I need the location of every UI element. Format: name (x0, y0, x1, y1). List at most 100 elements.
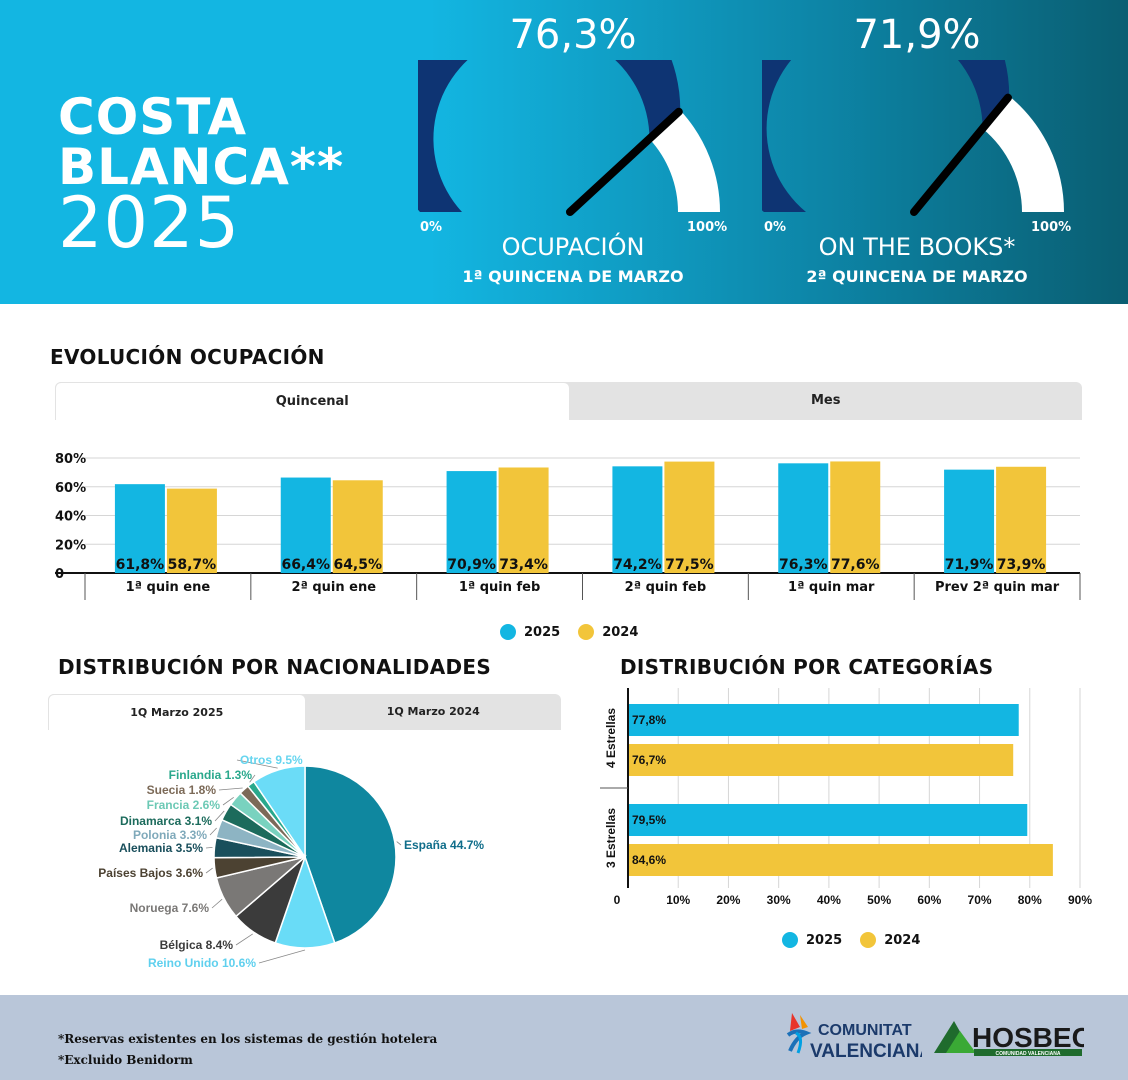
bar-2025 (629, 704, 1019, 736)
brand-year: 2025 (58, 182, 241, 264)
pie-slice-label: Otros 9.5% (240, 753, 303, 767)
y-category-label: 3 Estrellas (604, 808, 618, 868)
pie-slice-label: Dinamarca 3.1% (120, 814, 212, 828)
x-tick-label: 0 (614, 893, 621, 907)
pie-leader-line (222, 796, 234, 806)
tab-1q-marzo-2025[interactable]: 1Q Marzo 2025 (48, 694, 306, 730)
legend-item-2024[interactable]: 2024 (578, 624, 638, 640)
footnote-benidorm: *Excluido Benidorm (58, 1053, 193, 1067)
y-category-label: 4 Estrellas (604, 708, 618, 768)
gauge-fill-arc (762, 60, 1010, 212)
x-tick-label: 70% (968, 893, 992, 907)
gauge-max-label: 100% (687, 220, 728, 235)
legend-swatch-2025 (782, 932, 798, 948)
bar-2025 (280, 477, 331, 573)
bar-2025 (778, 463, 829, 573)
pie-leader-line (396, 841, 402, 846)
footer: *Reservas existentes en los sistemas de … (0, 995, 1128, 1080)
evolucion-bar-chart: 0 20% 40% 60% 80% 61,8% 58,7% 1ª quin ene 66,4% 6… (55, 452, 1081, 600)
categorias-legend: 2025 2024 (782, 932, 930, 948)
bar-2024 (629, 844, 1053, 876)
pie-leader-line (235, 933, 253, 946)
y-tick-label: 0 (55, 567, 64, 582)
x-tick-label: 10% (666, 893, 690, 907)
x-tick-label: 30% (767, 893, 791, 907)
gauge-value: 71,9% (853, 12, 981, 58)
pie-slice-label: España 44.7% (404, 838, 484, 852)
y-tick-label: 40% (55, 510, 86, 525)
legend-label: 2024 (884, 932, 921, 948)
footnote-reservas: *Reservas existentes en los sistemas de … (58, 1032, 438, 1046)
pie-leader-line (249, 774, 256, 783)
gauge-ocupacion: 76,3% 0% 100% OCUPACIÓN 1ª QUINCENA DE M… (418, 0, 758, 304)
bar-value-label: 74,2% (613, 557, 662, 573)
gauge-max-label: 100% (1031, 220, 1072, 235)
pie-slice-label: Suecia 1.8% (147, 783, 217, 797)
bar-value-label: 61,8% (116, 557, 165, 573)
bar-value-label: 73,9% (997, 557, 1046, 573)
gauge-empty-arc (649, 110, 720, 212)
legend-item-2025[interactable]: 2025 (500, 624, 560, 640)
bar-2024 (498, 467, 549, 573)
bar-value-label: 76,7% (632, 753, 666, 767)
legend-label: 2025 (524, 624, 561, 640)
gauge-title: OCUPACIÓN (501, 233, 645, 261)
bar-value-label: 64,5% (333, 557, 382, 573)
legend-label: 2025 (806, 932, 843, 948)
bar-value-label: 76,3% (779, 557, 828, 573)
bar-value-label: 58,7% (168, 557, 217, 573)
gauge-needle (910, 93, 1012, 216)
logo-text-line2: VALENCIANA (810, 1041, 922, 1062)
gauge-min-label: 0% (764, 220, 787, 235)
gauge-fill-arc (418, 60, 681, 212)
bar-value-label: 70,9% (447, 557, 496, 573)
evolucion-legend: 2025 2024 (500, 624, 648, 640)
brand-title-line1: COSTA (58, 88, 248, 146)
pie-slice-label: Reino Unido 10.6% (148, 956, 256, 970)
bar-value-label: 77,5% (665, 557, 714, 573)
bar-2025 (629, 804, 1028, 836)
x-category-label: Prev 2ª quin mar (935, 580, 1060, 595)
nacionalidades-tabs: 1Q Marzo 2025 1Q Marzo 2024 (48, 694, 561, 730)
pie-slice-label: Noruega 7.6% (130, 901, 210, 915)
bar-value-label: 84,6% (632, 853, 666, 867)
bar-2024 (664, 461, 715, 573)
pie-leader-line (236, 759, 278, 769)
bar-2024 (996, 466, 1047, 573)
bar-2025 (612, 466, 663, 573)
pie-slice (304, 765, 397, 944)
gauge-needle (566, 107, 683, 216)
bar-value-label: 66,4% (281, 557, 330, 573)
x-tick-label: 80% (1018, 893, 1042, 907)
pie-leader-line (205, 867, 213, 874)
pie-leader-line (214, 810, 225, 822)
categorias-title: DISTRIBUCIÓN POR CATEGORÍAS (620, 655, 994, 679)
logo-subtext: COMUNIDAD VALENCIANA (996, 1051, 1061, 1057)
pie-slice-label: Bélgica 8.4% (160, 938, 234, 952)
legend-swatch-2025 (500, 624, 516, 640)
bar-2024 (166, 488, 217, 573)
categorias-bar-chart: 0 10% 20% 30% 40% 50% 60% 70% 80% 90% 77,8% 76,7% 4 … (600, 688, 1092, 907)
y-tick-label: 20% (55, 538, 86, 553)
pie-leader-line (211, 898, 223, 909)
y-tick-label: 60% (55, 481, 86, 496)
nacionalidades-pie-chart: España 44.7% Reino Unido 10.6% Bélgica 8.4… (98, 753, 484, 970)
pie-slice (252, 765, 306, 860)
comunitat-valenciana-logo: COMUNITAT VALENCIANA (786, 1013, 922, 1062)
legend-item-2024[interactable]: 2024 (860, 932, 920, 948)
bar-value-label: 79,5% (632, 813, 666, 827)
pie-leader-line (218, 787, 243, 791)
pie-leader-line (205, 846, 213, 849)
tab-mes[interactable]: Mes (811, 393, 841, 408)
bar-2024 (332, 480, 383, 573)
y-tick-label: 80% (55, 452, 86, 467)
bar-2024 (629, 744, 1014, 776)
tab-quincenal[interactable]: Quincenal (55, 382, 570, 420)
gauge-min-label: 0% (420, 220, 443, 235)
tab-1q-marzo-2024[interactable]: 1Q Marzo 2024 (386, 705, 480, 718)
legend-item-2025[interactable]: 2025 (782, 932, 842, 948)
bar-2024 (830, 461, 881, 573)
bar-2025 (446, 471, 497, 573)
pie-leader-line (209, 827, 217, 836)
x-category-label: 1ª quin ene (126, 580, 211, 595)
